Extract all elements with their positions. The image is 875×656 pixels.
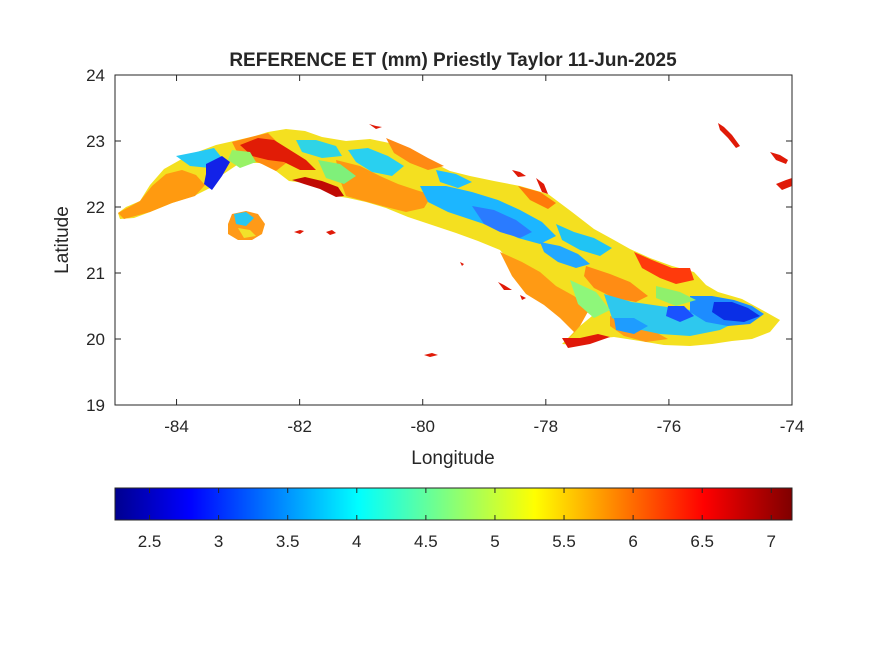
colorbar (114, 487, 793, 521)
x-axis-label: Longitude (411, 448, 494, 469)
y-tick-label: 19 (86, 396, 105, 415)
x-axis: -84 -82 -80 -78 -76 -74 (164, 75, 804, 436)
y-axis-label: Latitude (52, 206, 73, 274)
x-tick-label: -74 (780, 417, 805, 436)
plot-area-frame (114, 74, 793, 406)
colorbar-tick-label: 5 (490, 532, 499, 551)
x-tick-label: -84 (164, 417, 189, 436)
colorbar-tick-label: 4 (352, 532, 361, 551)
y-tick-label: 21 (86, 264, 105, 283)
x-tick-label: -76 (657, 417, 682, 436)
colorbar-tick-label: 6 (628, 532, 637, 551)
x-tick-label: -82 (287, 417, 312, 436)
y-tick-label: 22 (86, 198, 105, 217)
colorbar-tick-label: 3 (214, 532, 223, 551)
colorbar-tick-label: 2.5 (138, 532, 162, 551)
colorbar-tick-label: 7 (767, 532, 776, 551)
cuba-main-island (118, 129, 780, 348)
x-tick-label: -80 (410, 417, 435, 436)
y-tick-label: 23 (86, 132, 105, 151)
colorbar-tick-label: 6.5 (690, 532, 714, 551)
colorbar-ticks: 2.5 3 3.5 4 4.5 5 5.5 6 6.5 7 (138, 488, 776, 551)
y-tick-label: 24 (86, 66, 105, 85)
x-tick-label: -78 (534, 417, 559, 436)
chart-title: REFERENCE ET (mm) Priestly Taylor 11-Jun… (229, 50, 677, 71)
isla-de-la-juventud (228, 211, 265, 240)
colorbar-tick-label: 3.5 (276, 532, 300, 551)
colorbar-tick-label: 4.5 (414, 532, 438, 551)
cays (294, 123, 792, 357)
y-axis: 19 20 21 22 23 24 (86, 66, 792, 415)
y-tick-label: 20 (86, 330, 105, 349)
map-layer (118, 123, 792, 357)
colorbar-tick-label: 5.5 (552, 532, 576, 551)
